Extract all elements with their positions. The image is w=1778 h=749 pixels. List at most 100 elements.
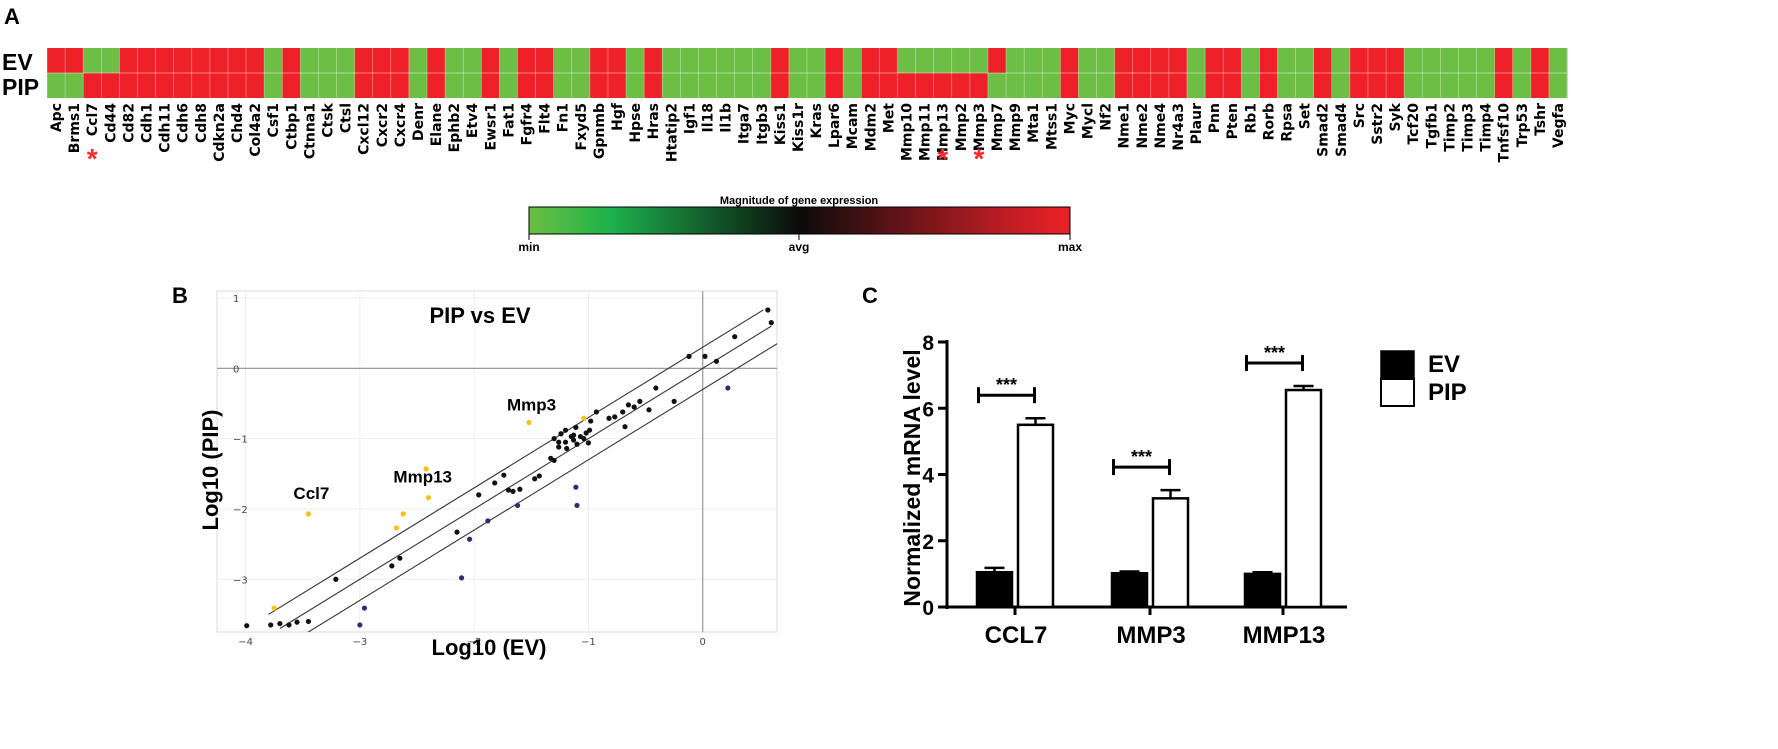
heatmap-cell-pip (427, 73, 446, 98)
scatter-point-unchanged (562, 439, 569, 445)
heatmap-cell-pip (843, 73, 862, 98)
scatter-y-tick-label: 1 (233, 294, 239, 305)
heatmap-cell-pip (1422, 73, 1441, 98)
heatmap-cell-pip (915, 73, 935, 98)
scatter-point-unchanged (588, 418, 594, 424)
heatmap-cell-ev (535, 48, 555, 73)
heatmap-cell-pip (408, 73, 428, 98)
gene-label: Hpse (628, 103, 644, 143)
heatmap-cell-pip (47, 73, 66, 98)
gene-label: Il1b (719, 103, 735, 133)
significance-star: * (973, 143, 984, 174)
bar-y-tick-label: 8 (922, 332, 934, 355)
heatmap-cell-pip (1512, 73, 1532, 98)
gene-label: Mmp10 (900, 103, 916, 161)
heatmap-cell-pip (626, 73, 645, 98)
scatter-point-up-regulated (423, 466, 429, 472)
heatmap-cell-pip (463, 73, 482, 98)
heatmap-cell-pip (770, 73, 790, 98)
heatmap-cell-ev (1096, 48, 1116, 73)
heatmap-cell-pip (1024, 73, 1043, 98)
heatmap-cell-ev (987, 48, 1007, 73)
heatmap-cell-ev (372, 48, 392, 73)
gene-label: Mmp3 (972, 103, 988, 151)
heatmap-cell-pip (1313, 73, 1333, 98)
heatmap-cell-pip (390, 73, 410, 98)
gene-label: Mtss1 (1044, 103, 1060, 150)
gene-label: Apc (49, 103, 65, 132)
gene-label: Mmp2 (954, 103, 970, 151)
heatmap-cell-pip (173, 73, 193, 98)
scatter-grid (217, 291, 777, 632)
gene-label: Cdh6 (176, 103, 192, 143)
gene-label: Flt4 (538, 103, 554, 134)
panel-label-b: B (172, 283, 188, 308)
heatmap-cell-ev (481, 48, 500, 73)
bar-chart-bars (975, 384, 1323, 609)
heatmap-cell-pip (897, 73, 917, 98)
gene-label: Cxcr4 (393, 103, 409, 148)
heatmap-row-label-pip: PIP (2, 74, 39, 100)
heatmap-cell-pip (969, 73, 989, 98)
heatmap-cell-pip (987, 73, 1007, 98)
heatmap-cell-ev (1476, 48, 1496, 73)
significance-marker: *** (1131, 447, 1152, 467)
gene-label: Csf1 (266, 103, 282, 137)
scatter-x-tick-label: −1 (581, 637, 596, 648)
heatmap-cell-pip (1042, 73, 1061, 98)
scatter-point-unchanged (570, 437, 577, 443)
heatmap-cell-ev (427, 48, 446, 73)
gene-label: Ephb2 (447, 103, 463, 152)
heatmap-cell-ev (354, 48, 374, 73)
gene-label: Kras (809, 103, 825, 139)
colorbar-title: Magnitude of gene expression (720, 195, 879, 207)
heatmap-cell-ev (607, 48, 627, 73)
scatter-point-unchanged (268, 622, 274, 628)
heatmap-cell-pip (1476, 73, 1496, 98)
gene-label: Fgfr4 (520, 103, 536, 146)
scatter-ticks: −4 −3 −2 −1 0 −3 −2 −1 0 1 (233, 294, 706, 648)
heatmap-cell-pip (589, 73, 609, 98)
gene-label: Denr (411, 103, 427, 141)
heatmap-cell-ev (1349, 48, 1369, 73)
heatmap-cell-pip (1060, 73, 1080, 98)
gene-label: Cxcr2 (375, 103, 391, 147)
heatmap-cell-pip (499, 73, 519, 98)
heatmap-cell-pip (752, 73, 772, 98)
heatmap-cell-ev (933, 48, 953, 73)
heatmap-cell-ev (119, 48, 139, 73)
heatmap-cell-ev (463, 48, 482, 73)
bar-category-label: MMP3 (1116, 622, 1185, 649)
gene-label: Trp53 (1515, 103, 1531, 147)
heatmap-cell-pip (1277, 73, 1297, 98)
heatmap-cell-ev (1313, 48, 1333, 73)
heatmap-cell-pip (83, 73, 102, 98)
heatmap-cell-pip (137, 73, 157, 98)
gene-label: Itga7 (737, 103, 753, 144)
heatmap-cell-ev (1259, 48, 1279, 73)
heatmap-cell-ev (951, 48, 971, 73)
heatmap-cell-ev (227, 48, 247, 73)
heatmap-cell-ev (915, 48, 935, 73)
scatter-point-unchanged (556, 439, 562, 445)
heatmap-cell-ev (1006, 48, 1025, 73)
heatmap-cell-pip (1386, 73, 1405, 98)
heatmap-cell-ev (1512, 48, 1532, 73)
heatmap-cell-ev (408, 48, 428, 73)
gene-label: Cdh1 (140, 103, 156, 143)
heatmap-cell-ev (1404, 48, 1423, 73)
scatter-point-unchanged (517, 486, 523, 492)
scatter-point-down-regulated (357, 622, 363, 628)
scatter-boundary-lines (268, 309, 777, 632)
heatmap-cell-pip (933, 73, 953, 98)
heatmap-cell-ev (1331, 48, 1351, 73)
gene-label: Ctsl (339, 103, 355, 133)
scatter-point-unchanged (620, 409, 626, 415)
gene-label: Hgf (610, 102, 626, 131)
gene-label: Brms1 (67, 103, 83, 153)
scatter-point-unchanged (333, 576, 339, 582)
scatter-point-up-regulated (305, 511, 312, 517)
significance-marker: *** (1264, 343, 1285, 363)
heatmap-cell-ev (445, 48, 464, 73)
